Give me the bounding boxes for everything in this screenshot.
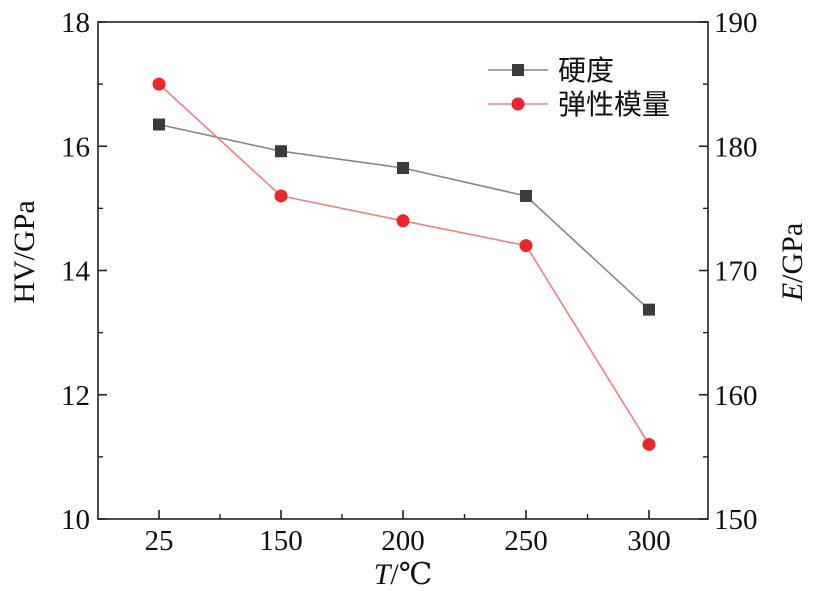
y-axis-left: 10 12 14 16 18 (61, 7, 107, 536)
y-axis-right-title: E/GPa (776, 223, 809, 302)
x-tick-label: 300 (627, 525, 671, 557)
x-tick-label: 200 (381, 525, 425, 557)
y-left-tick-label: 10 (61, 504, 90, 536)
y-right-tick-label: 190 (714, 7, 758, 39)
hardness-point (397, 161, 409, 174)
legend-label-modulus: 弹性模量 (558, 88, 670, 121)
legend-marker-hardness (512, 64, 524, 76)
series-layer (152, 77, 656, 451)
y-left-tick-label: 14 (61, 256, 91, 288)
y-right-tick-label: 180 (714, 131, 758, 163)
hardness-point (275, 145, 287, 158)
y-axis-right: 150 160 170 180 190 (699, 7, 758, 536)
y-left-tick-label: 12 (61, 380, 90, 412)
modulus-point (274, 189, 288, 203)
modulus-point (152, 77, 166, 91)
y-left-tick-label: 16 (61, 131, 90, 163)
x-tick-label: 250 (504, 525, 548, 557)
legend-marker-modulus (511, 97, 525, 111)
modulus-series-line (158, 83, 650, 445)
y-right-tick-label: 150 (714, 504, 758, 536)
x-tick-label: 150 (259, 525, 303, 557)
modulus-point (396, 214, 410, 228)
legend-label-hardness: 硬度 (558, 54, 614, 87)
hardness-point (643, 303, 655, 316)
y-right-tick-label: 170 (714, 256, 758, 288)
modulus-point (642, 437, 656, 451)
y-right-tick-label: 160 (714, 380, 758, 412)
x-axis: 25 150 200 250 300 (145, 510, 671, 557)
x-axis-title: T/℃ (374, 558, 433, 591)
modulus-point (519, 239, 533, 253)
hardness-point (153, 118, 165, 131)
x-tick-label: 25 (145, 525, 174, 557)
y-axis-left-title: HV/GPa (8, 200, 41, 303)
hardness-point (520, 189, 532, 202)
y-left-tick-label: 18 (61, 7, 90, 39)
